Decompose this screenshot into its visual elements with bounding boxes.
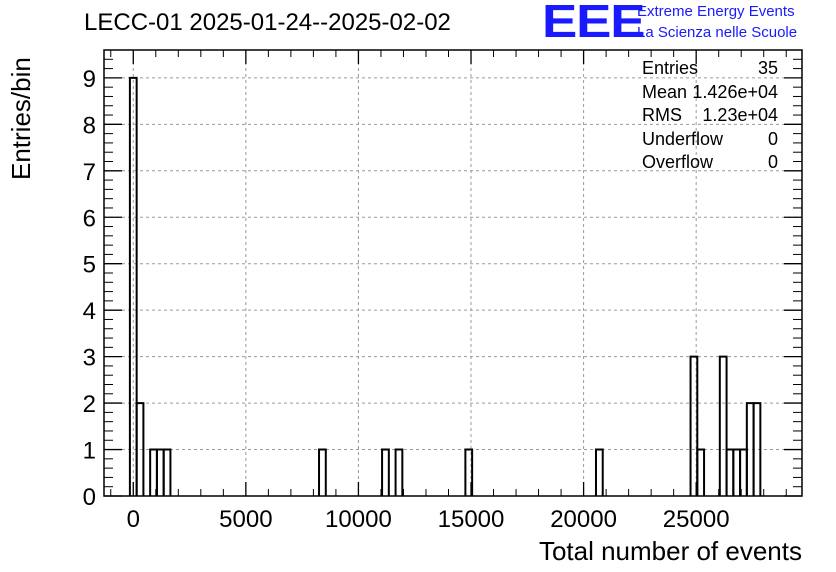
stats-overflow-value: 0: [767, 152, 778, 172]
stats-entries-label: Entries: [642, 58, 699, 78]
histogram-bar: [696, 448, 706, 496]
y-tick-label: 5: [83, 252, 96, 279]
stats-row-entries: Entries 35: [642, 58, 778, 82]
stats-mean-label: Mean: [642, 81, 688, 102]
stats-mean-value: 1.426e+04: [692, 81, 778, 102]
logo-line-1: Extreme Energy Events: [637, 3, 795, 20]
histogram-bar: [732, 448, 742, 496]
stats-row-underflow: Underflow 0: [642, 129, 778, 153]
y-tick-label: 9: [83, 66, 96, 93]
logo-line-2: La Scienza nelle Scuole: [637, 24, 798, 41]
histogram-bar: [381, 448, 390, 496]
histogram-bar: [135, 402, 145, 496]
y-tick-label: 2: [83, 391, 96, 418]
x-tick-label: 5000: [219, 506, 272, 533]
y-tick-label: 3: [83, 345, 96, 372]
eee-logo-mark: EEE: [542, 0, 646, 47]
histogram-bar: [464, 448, 474, 496]
chart-title: LECC-01 2025-01-24--2025-02-02: [84, 9, 451, 36]
histogram-bar: [718, 355, 728, 496]
plot-frame: [103, 49, 803, 497]
stats-row-rms: RMS 1.23e+04: [642, 105, 778, 129]
y-tick-label: 6: [83, 205, 96, 232]
histogram-bar: [394, 448, 404, 496]
histogram-bar: [318, 448, 327, 496]
y-tick-label: 8: [83, 112, 96, 139]
histogram-bar: [155, 448, 165, 496]
y-axis-label: Entries/bin: [6, 57, 36, 180]
x-tick-label: 15000: [438, 506, 505, 533]
y-tick-label: 0: [83, 484, 96, 511]
x-tick-label: 0: [127, 506, 140, 533]
y-tick-label: 1: [83, 438, 96, 465]
x-tick-label: 20000: [550, 506, 617, 533]
histogram-bar: [752, 402, 762, 496]
stats-box: Entries 35 Mean 1.426e+04 RMS 1.23e+04 U…: [642, 58, 778, 176]
histogram-bar: [725, 448, 735, 496]
grid-lines: [104, 50, 802, 496]
stats-rms-value: 1.23e+04: [702, 105, 778, 125]
stats-underflow-label: Underflow: [642, 128, 724, 149]
histogram-bar: [689, 355, 699, 496]
x-axis-label: Total number of events: [538, 536, 802, 566]
histogram-bar: [162, 448, 172, 496]
stats-row-overflow: Overflow 0: [642, 152, 778, 176]
y-tick-label: 7: [83, 159, 96, 186]
x-tick-label: 25000: [663, 506, 730, 533]
stats-entries-value: 35: [757, 58, 778, 78]
stats-overflow-label: Overflow: [642, 152, 714, 172]
stats-underflow-value: 0: [767, 128, 778, 149]
stats-row-mean: Mean 1.426e+04: [642, 82, 778, 106]
stats-rms-label: RMS: [642, 105, 682, 125]
histogram-bar: [128, 76, 138, 496]
histogram-bars: [128, 76, 762, 496]
tick-labels: 0 1 2 3 4 5 6 7 8 9 0 5000 10000 15000 20000 25000: [83, 66, 730, 533]
histogram-bar: [594, 448, 604, 496]
x-tick-label: 10000: [325, 506, 392, 533]
axis-ticks: [104, 49, 802, 497]
y-tick-label: 4: [83, 298, 96, 325]
